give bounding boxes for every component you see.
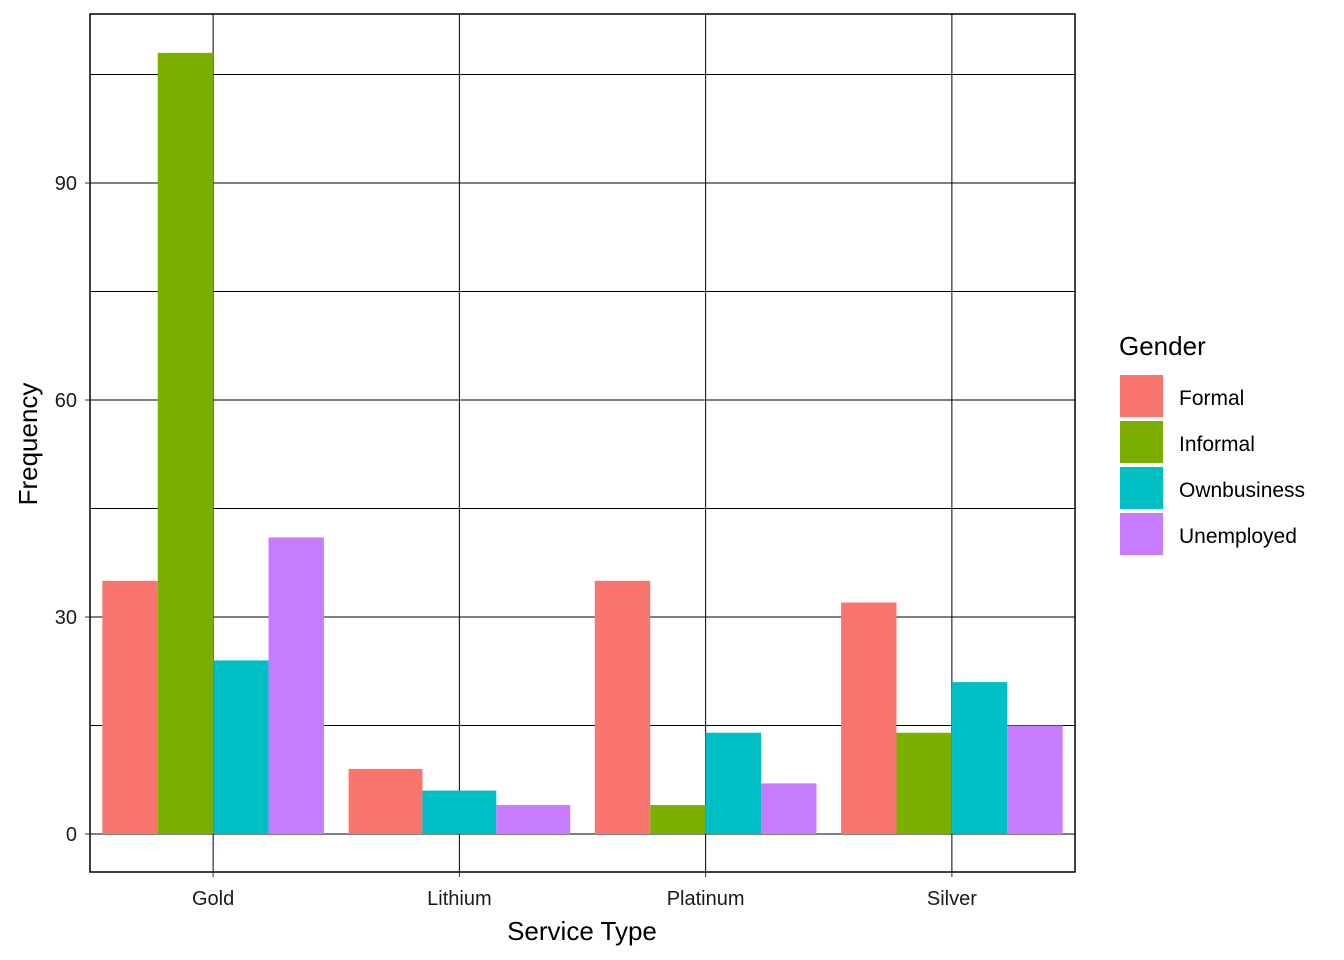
bar-gold-ownbusiness — [213, 660, 269, 834]
x-tick-label: Lithium — [427, 888, 491, 910]
legend-title: Gender — [1119, 331, 1206, 361]
legend-key-informal — [1120, 421, 1163, 463]
y-tick-label: 30 — [55, 607, 77, 629]
bar-platinum-formal — [594, 580, 651, 834]
legend-key-formal — [1120, 375, 1163, 417]
y-tick-label: 60 — [55, 390, 77, 412]
x-tick-label: Silver — [927, 888, 977, 910]
legend: Gender Formal Informal Ownbusiness Unemploy… — [1119, 331, 1305, 555]
bars — [102, 52, 1063, 834]
bar-silver-informal — [896, 732, 952, 834]
legend-label-formal: Formal — [1179, 387, 1244, 410]
bar-silver-unemployed — [1007, 725, 1063, 834]
y-tick-label: 90 — [55, 173, 77, 195]
bar-gold-formal — [102, 580, 158, 834]
bar-silver-formal — [841, 602, 897, 834]
bar-lithium-formal — [348, 768, 423, 834]
bar-platinum-ownbusiness — [705, 732, 762, 834]
bar-platinum-unemployed — [761, 783, 817, 834]
legend-key-ownbusiness — [1120, 467, 1163, 509]
legend-label-ownbusiness: Ownbusiness — [1179, 479, 1305, 502]
x-tick-label: Platinum — [667, 888, 745, 910]
bar-gold-unemployed — [268, 537, 324, 834]
plot-panel-border — [89, 13, 1076, 873]
y-axis-title: Frequency — [13, 383, 43, 506]
x-axis-title: Service Type — [507, 916, 657, 946]
bar-gold-informal — [157, 52, 214, 834]
legend-label-unemployed: Unemployed — [1179, 525, 1297, 548]
legend-key-unemployed — [1120, 513, 1163, 555]
bar-lithium-unemployed — [496, 805, 571, 834]
y-axis-ticks: 0 30 60 90 — [55, 173, 90, 846]
legend-label-informal: Informal — [1179, 433, 1255, 456]
x-tick-label: Gold — [192, 888, 234, 910]
bar-platinum-informal — [650, 805, 706, 834]
bar-silver-ownbusiness — [951, 682, 1008, 834]
y-tick-label: 0 — [66, 824, 77, 846]
bar-lithium-ownbusiness — [422, 790, 497, 834]
x-axis-ticks: Gold Lithium Platinum Silver — [192, 872, 977, 910]
